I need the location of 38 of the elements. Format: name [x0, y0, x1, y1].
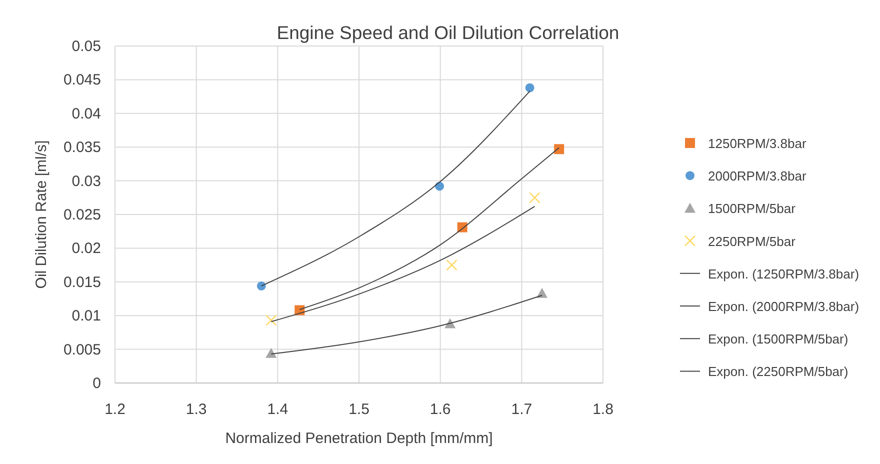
- y-tick-label: 0.03: [72, 172, 101, 190]
- x-tick-label: 1.8: [592, 401, 614, 418]
- y-axis-title: Oil Dilution Rate [ml/s]: [33, 140, 50, 289]
- x-tick-label: 1.7: [511, 401, 532, 418]
- y-tick-label: 0.015: [63, 274, 101, 291]
- y-tick-label: 0.05: [72, 38, 101, 55]
- legend-label: 2250RPM/5bar: [708, 234, 796, 249]
- point: [446, 259, 458, 271]
- y-tick-label: 0.005: [63, 341, 101, 358]
- y-tick-label: 0.04: [72, 105, 101, 122]
- point: [529, 192, 540, 204]
- x-tick-label: 1.3: [186, 401, 207, 418]
- point: [266, 348, 277, 358]
- legend-label: Expon. (2000RPM/3.8bar): [708, 299, 860, 314]
- legend-label: Expon. (1500RPM/5bar): [708, 332, 848, 347]
- x-tick-label: 1.2: [104, 401, 126, 418]
- line-series: [270, 206, 536, 322]
- y-tick-label: 0.045: [63, 72, 101, 89]
- point: [525, 83, 534, 92]
- x-axis-title: Normalized Penetration Depth [mm/mm]: [225, 430, 493, 447]
- chart-title: Engine Speed and Oil Dilution Correlation: [276, 22, 620, 43]
- legend-label: Expon. (1250RPM/3.8bar): [708, 266, 860, 282]
- legend-label: 2000RPM/3.8bar: [708, 168, 807, 184]
- legend-label: 1500RPM/5bar: [708, 201, 796, 216]
- point: [536, 288, 548, 298]
- point: [256, 281, 266, 290]
- point: [554, 144, 564, 154]
- x-tick-label: 1.4: [267, 401, 288, 418]
- point: [266, 314, 277, 326]
- y-tick-label: 0.01: [72, 308, 101, 325]
- y-tick-label: 0.035: [63, 139, 101, 156]
- legend-label: Expon. (2250RPM/5bar): [708, 364, 848, 380]
- x-tick-label: 1.5: [348, 401, 370, 418]
- y-tick-label: 0: [92, 375, 101, 392]
- x-tick-label: 1.6: [430, 401, 451, 418]
- y-tick-label: 0.02: [72, 240, 101, 258]
- legend-label: 1250RPM/3.8bar: [708, 136, 807, 151]
- y-tick-label: 0.025: [63, 206, 101, 224]
